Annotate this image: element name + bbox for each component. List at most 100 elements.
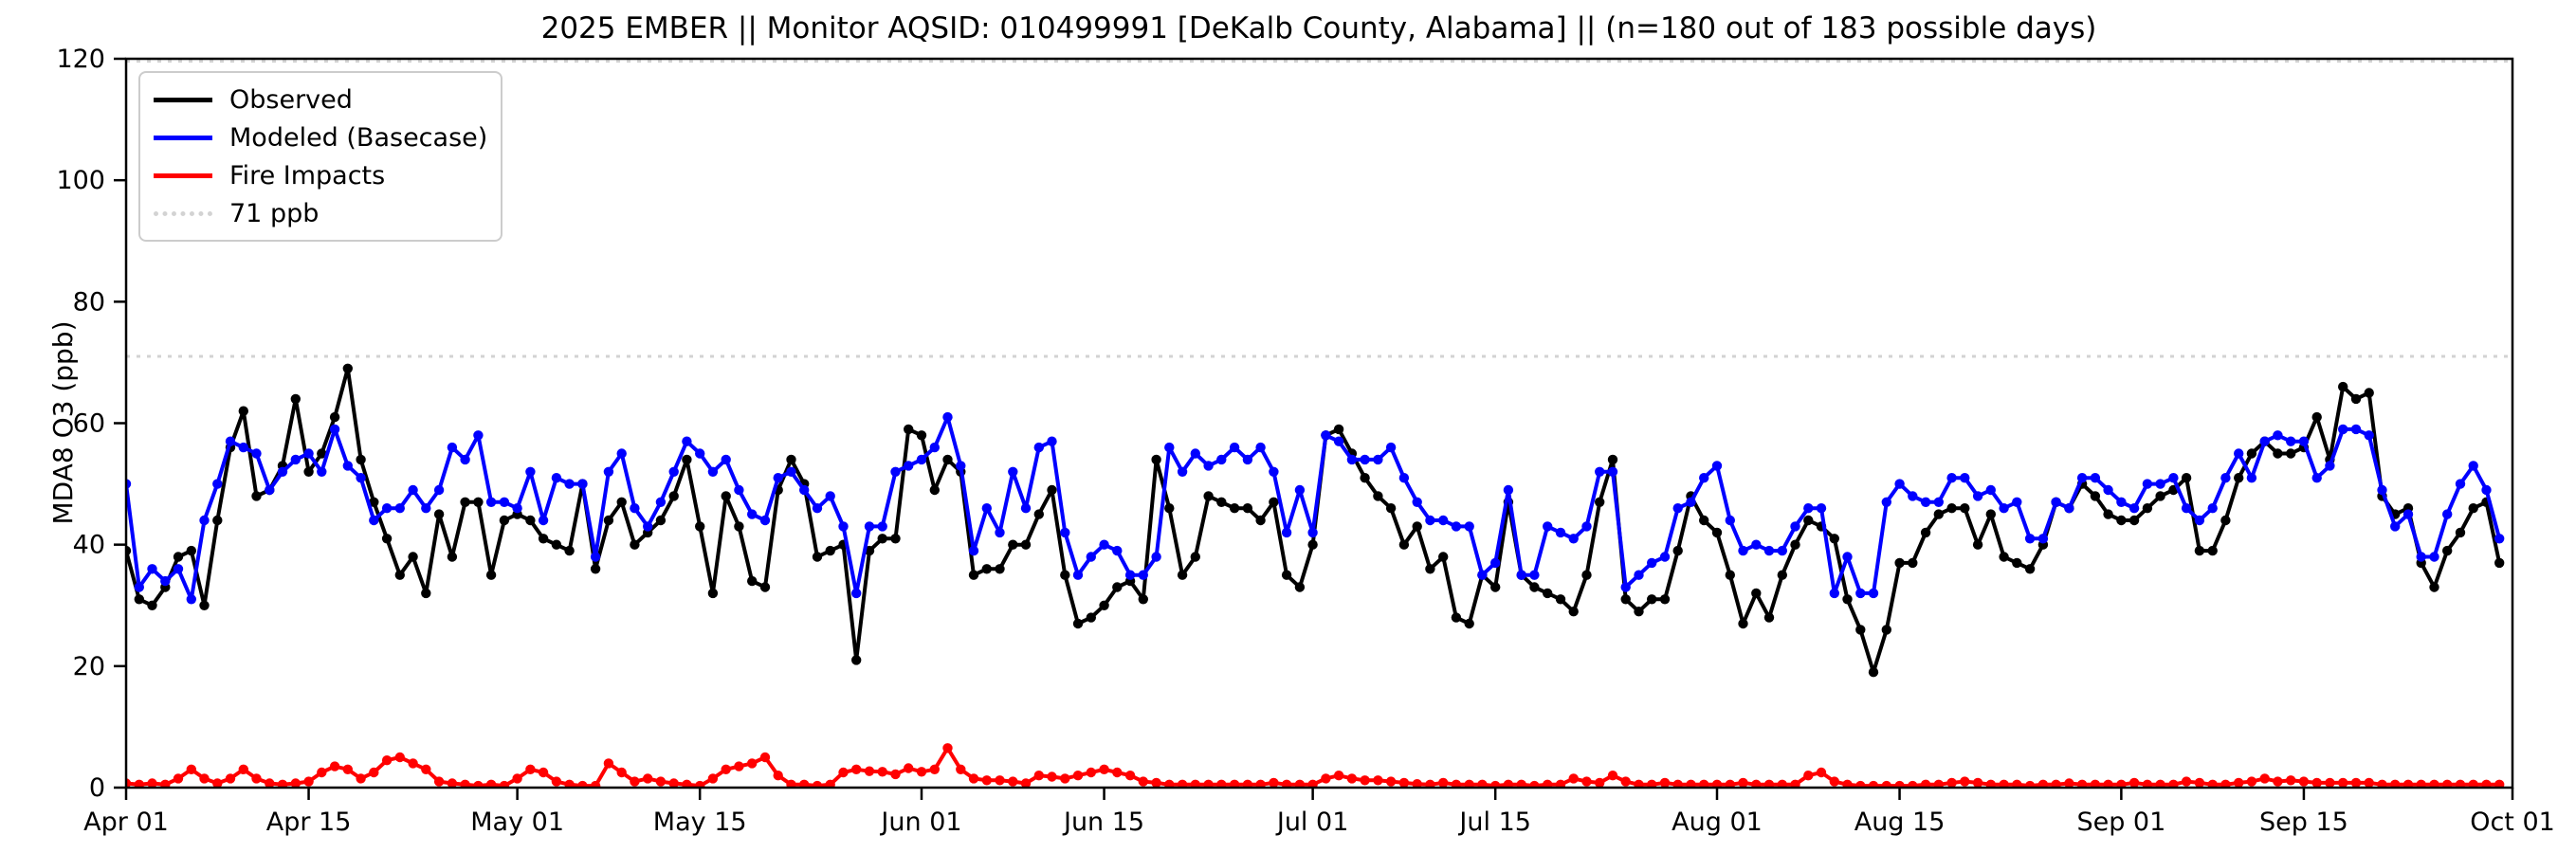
data-point [1099, 764, 1109, 774]
data-point [616, 497, 627, 507]
data-point [1842, 594, 1853, 605]
data-point [1151, 552, 1161, 562]
data-point [473, 497, 484, 507]
data-point [1933, 779, 1944, 788]
data-point [394, 503, 405, 514]
data-point [2090, 473, 2101, 483]
data-point [460, 497, 470, 507]
data-point [473, 430, 484, 441]
data-point [1607, 466, 1618, 477]
data-point [2012, 779, 2022, 788]
data-point [251, 491, 262, 501]
data-point [2364, 777, 2374, 788]
data-point [2273, 430, 2283, 441]
data-point [2220, 779, 2231, 788]
legend-label-observed: Observed [229, 84, 353, 115]
data-point [2468, 461, 2478, 471]
data-point [2024, 780, 2036, 788]
data-point [1503, 484, 1514, 496]
data-point [186, 594, 196, 605]
data-point [1855, 588, 1866, 599]
data-point [2207, 545, 2218, 556]
data-point [942, 454, 953, 465]
data-point [1086, 612, 1097, 623]
data-point [1868, 667, 1879, 678]
data-point [1751, 588, 1762, 599]
data-point [1398, 777, 1410, 788]
data-point [825, 545, 835, 556]
data-point [1985, 779, 1996, 788]
data-point [1738, 545, 1748, 556]
data-point [1634, 607, 1644, 617]
data-point [2311, 473, 2322, 483]
data-point [277, 779, 288, 788]
data-point [2142, 479, 2153, 489]
data-point [1321, 430, 1331, 441]
data-point [2246, 473, 2257, 483]
data-point [2429, 779, 2439, 788]
data-point [342, 461, 353, 471]
data-point [734, 521, 744, 532]
data-point [1908, 557, 1918, 569]
data-point [1659, 594, 1671, 605]
data-point [147, 600, 157, 610]
data-point [1738, 777, 1748, 788]
data-point [447, 442, 458, 453]
data-point [1555, 527, 1566, 538]
data-point [1581, 776, 1592, 787]
data-point [904, 424, 914, 435]
data-point [2429, 582, 2439, 592]
legend-box: Observed Modeled (Basecase) Fire Impacts… [138, 71, 502, 242]
data-point [134, 779, 144, 788]
data-point [1529, 780, 1540, 788]
data-point [1672, 545, 1683, 556]
data-point [1385, 442, 1397, 453]
data-point [238, 406, 248, 416]
x-tick-label: May 15 [653, 808, 747, 837]
data-point [1634, 779, 1644, 788]
data-point [1595, 777, 1605, 788]
data-point [1438, 777, 1449, 788]
modeled-line-sample [154, 135, 212, 140]
data-point [1477, 570, 1488, 580]
data-point [643, 773, 653, 784]
data-point [603, 515, 614, 526]
data-point [1842, 552, 1853, 562]
data-point [721, 454, 731, 465]
data-point [1346, 454, 1358, 465]
y-tick-label: 80 [73, 287, 105, 317]
data-point [1360, 473, 1370, 483]
data-point [1307, 539, 1318, 550]
data-point [421, 588, 431, 599]
data-point [812, 780, 823, 788]
data-point [525, 515, 536, 526]
data-point [1777, 779, 1787, 788]
data-point [786, 466, 796, 477]
data-point [1529, 570, 1540, 580]
data-point [1816, 767, 1827, 778]
legend-row-observed: Observed [154, 81, 487, 118]
data-point [1321, 773, 1331, 784]
data-point [186, 545, 196, 556]
data-point [2481, 484, 2492, 496]
data-point [1333, 771, 1344, 781]
data-point [1086, 552, 1097, 562]
data-point [1972, 539, 1983, 550]
data-point [381, 534, 393, 544]
data-point [682, 436, 692, 446]
legend-row-71ppb: 71 ppb [154, 194, 487, 232]
observed-line-sample [154, 97, 212, 102]
data-point [590, 780, 601, 788]
data-point [2273, 448, 2283, 459]
x-tick-label: Jul 15 [1457, 808, 1531, 837]
data-point [616, 767, 627, 778]
data-point [1529, 582, 1540, 592]
data-point [1516, 570, 1526, 580]
data-point [2194, 545, 2205, 556]
data-point [290, 393, 301, 405]
series-fire-impacts [126, 743, 2505, 788]
data-point [981, 503, 993, 514]
data-point [2128, 515, 2140, 526]
data-point [1960, 473, 1970, 483]
